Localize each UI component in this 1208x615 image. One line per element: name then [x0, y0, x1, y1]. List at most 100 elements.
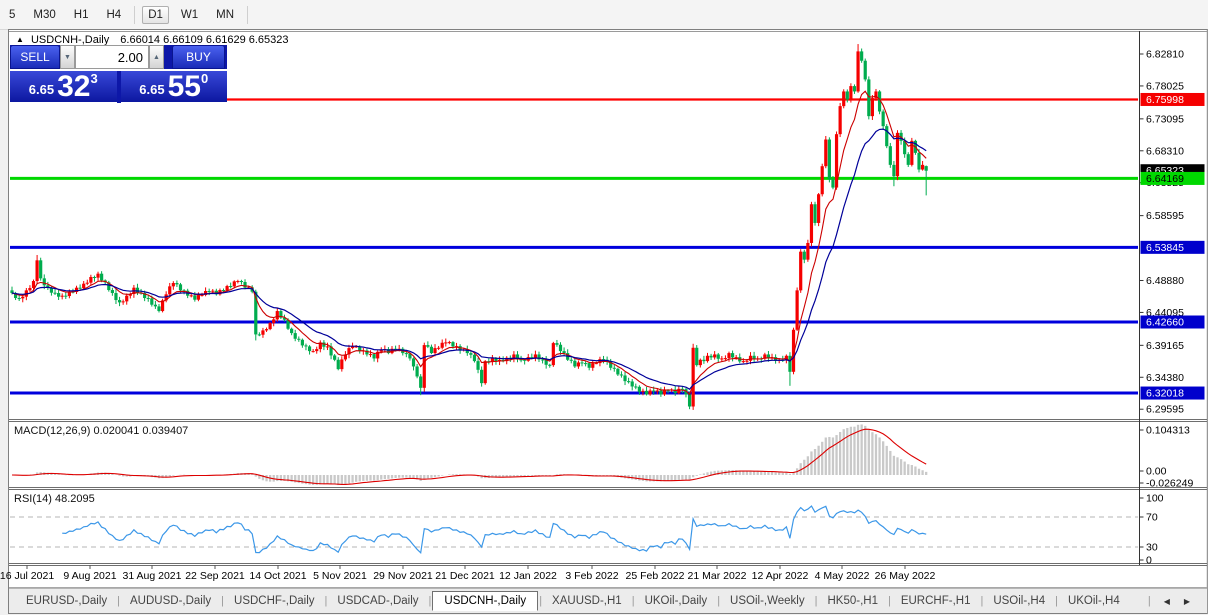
buy-price-prefix: 6.65	[139, 82, 165, 97]
timeframe-button-mn[interactable]: MN	[216, 8, 235, 21]
symbol-header: ▲ USDCNH-,Daily 6.66014 6.66109 6.61629 …	[16, 34, 289, 46]
chart-tab-ukoil-daily[interactable]: UKOil-,Daily	[644, 595, 708, 607]
tab-divider: |	[631, 595, 635, 607]
axis-tick-label: 6.29595	[1146, 404, 1184, 416]
chart-tab-eurchf-h1[interactable]: EURCHF-,H1	[900, 595, 971, 607]
axis-tick-label: -0.026249	[1146, 478, 1193, 490]
date-tick-label: 26 May 2022	[875, 570, 936, 582]
axis-tick-label: 6.34380	[1146, 372, 1184, 384]
chart-tab-ukoil-h4[interactable]: UKOil-,H4	[1067, 595, 1120, 607]
sell-price-pip-digit: 3	[90, 71, 98, 86]
tab-divider: |	[814, 595, 818, 607]
toolbar-divider	[134, 5, 136, 24]
tab-divider: |	[887, 595, 891, 607]
price-badge-blue-level-text: 6.42660	[1146, 317, 1184, 329]
timeframe-button-w1[interactable]: W1	[180, 8, 199, 21]
symbol-expander-icon[interactable]: ▲	[16, 35, 24, 44]
one-click-trade-panel: SELL ▼ 2.00 ▲ BUY 6.65 32 3 6.65 55 0	[10, 45, 227, 103]
price-badge-blue-level-text: 6.53845	[1146, 242, 1184, 254]
buy-button[interactable]: BUY	[172, 45, 225, 69]
chart-tab-usoil-weekly[interactable]: USOil-,Weekly	[730, 595, 805, 607]
volume-decrease-button[interactable]: ▼	[60, 45, 75, 69]
price-badge-green-level-text: 6.64169	[1146, 173, 1184, 185]
axis-tick-label: 0.104313	[1146, 425, 1190, 437]
volume-increase-button[interactable]: ▲	[149, 45, 164, 69]
date-tick-label: 5 Nov 2021	[313, 570, 367, 582]
chart-tab-usdcad-daily[interactable]: USDCAD-,Daily	[337, 595, 419, 607]
tab-divider: |	[1147, 595, 1151, 607]
buy-price-box[interactable]: 6.65 55 0	[120, 70, 227, 104]
chart-tab-eurusd-daily[interactable]: EURUSD-,Daily	[26, 595, 108, 607]
sell-price-big-digits: 32	[57, 70, 91, 104]
chart-tab-hk50-h1[interactable]: HK50-,H1	[827, 595, 878, 607]
volume-input[interactable]: 2.00	[75, 45, 149, 69]
symbol-ohlc-values: 6.66014 6.66109 6.61629 6.65323	[120, 34, 289, 46]
axis-tick-label: 6.73095	[1146, 113, 1184, 125]
rsi-indicator	[10, 505, 1138, 555]
timeframe-button-h1[interactable]: H1	[73, 8, 89, 21]
axis-tick-label: 0	[1146, 555, 1152, 567]
price-badge-blue-level	[1140, 386, 1205, 400]
date-tick-label: 9 Aug 2021	[63, 570, 116, 582]
sell-price-prefix: 6.65	[28, 82, 55, 97]
moving-averages	[11, 90, 927, 396]
tab-divider: |	[980, 595, 984, 607]
sell-price-box[interactable]: 6.65 32 3	[10, 71, 117, 103]
date-tick-label: 3 Feb 2022	[565, 570, 618, 582]
date-tick-label: 29 Nov 2021	[373, 570, 433, 582]
chart-tab-audusd-daily[interactable]: AUDUSD-,Daily	[130, 595, 212, 607]
trade-controls-row: SELL ▼ 2.00 ▲ BUY	[10, 45, 227, 69]
axis-tick-label: 6.82810	[1146, 49, 1184, 61]
tab-scroll-right-button[interactable]: ▶	[1183, 596, 1190, 606]
chart-tab-usdchf-daily[interactable]: USDCHF-,Daily	[234, 595, 315, 607]
rsi-label: RSI(14) 48.2095	[14, 493, 95, 505]
date-axis: 16 Jul 2021 9 Aug 2021 31 Aug 2021 22 Sep 2…	[0, 565, 936, 582]
axis-tick-label: 6.39165	[1146, 340, 1184, 352]
axis-tick-label: 70	[1146, 512, 1158, 524]
date-tick-label: 21 Mar 2022	[688, 570, 747, 582]
price-axis: 6.828106.780256.730956.683106.635256.585…	[1139, 49, 1205, 567]
tab-divider: |	[539, 595, 543, 607]
date-tick-label: 22 Sep 2021	[185, 570, 245, 582]
date-tick-label: 16 Jul 2021	[0, 570, 54, 582]
chart-tab-usoil-h4[interactable]: USOil-,H4	[993, 595, 1046, 607]
sell-button[interactable]: SELL	[10, 45, 60, 69]
buy-price-big-digits: 55	[167, 70, 201, 104]
axis-tick-label: 0.00	[1146, 466, 1167, 478]
horizontal-level-lines[interactable]	[10, 98, 1138, 395]
trade-prices-row: 6.65 32 3 6.65 55 0	[10, 71, 227, 103]
axis-tick-label: 6.78025	[1146, 80, 1184, 92]
buy-price-pip-digit: 0	[200, 71, 209, 86]
tab-divider: |	[717, 595, 721, 607]
ma-fast-line[interactable]	[11, 90, 927, 396]
tab-scroll-controls: | ◀ ▶	[1147, 595, 1197, 608]
timeframe-button-h4[interactable]: H4	[106, 8, 122, 21]
toolbar-divider	[247, 5, 249, 24]
date-tick-label: 21 Dec 2021	[435, 570, 495, 582]
tab-scroll-left-button[interactable]: ◀	[1163, 596, 1170, 606]
timeframe-button-5[interactable]: 5	[9, 8, 16, 21]
chart-tabs-bar: EURUSD-,Daily | AUDUSD-,Daily | USDCHF-,Dail…	[9, 588, 1207, 613]
timeframe-button-d1[interactable]: D1	[142, 5, 169, 24]
trade-panel-separator	[10, 69, 227, 71]
price-badge-green-level	[1140, 171, 1205, 185]
macd-label: MACD(12,26,9) 0.020041 0.039407	[14, 425, 189, 437]
chart-tab-xauusd-h1[interactable]: XAUUSD-,H1	[552, 595, 622, 607]
timeframe-button-m30[interactable]: M30	[33, 8, 56, 21]
tab-divider: |	[1055, 595, 1058, 607]
tab-divider: |	[117, 595, 121, 607]
symbol-title: USDCNH-,Daily	[30, 34, 110, 46]
date-tick-label: 12 Apr 2022	[752, 570, 809, 582]
chart-tab-usdcnh-daily[interactable]: USDCNH-,Daily	[432, 591, 539, 611]
date-tick-label: 25 Feb 2022	[626, 570, 685, 582]
rsi-line	[62, 505, 927, 555]
date-tick-label: 14 Oct 2021	[249, 570, 306, 582]
date-tick-label: 4 May 2022	[815, 570, 870, 582]
price-badge-blue-level	[1140, 240, 1205, 254]
axis-tick-label: 6.68310	[1146, 145, 1184, 157]
axis-tick-label: 100	[1146, 493, 1164, 505]
ma-slow-line[interactable]	[11, 128, 927, 390]
price-badge-resistance	[1140, 92, 1205, 106]
